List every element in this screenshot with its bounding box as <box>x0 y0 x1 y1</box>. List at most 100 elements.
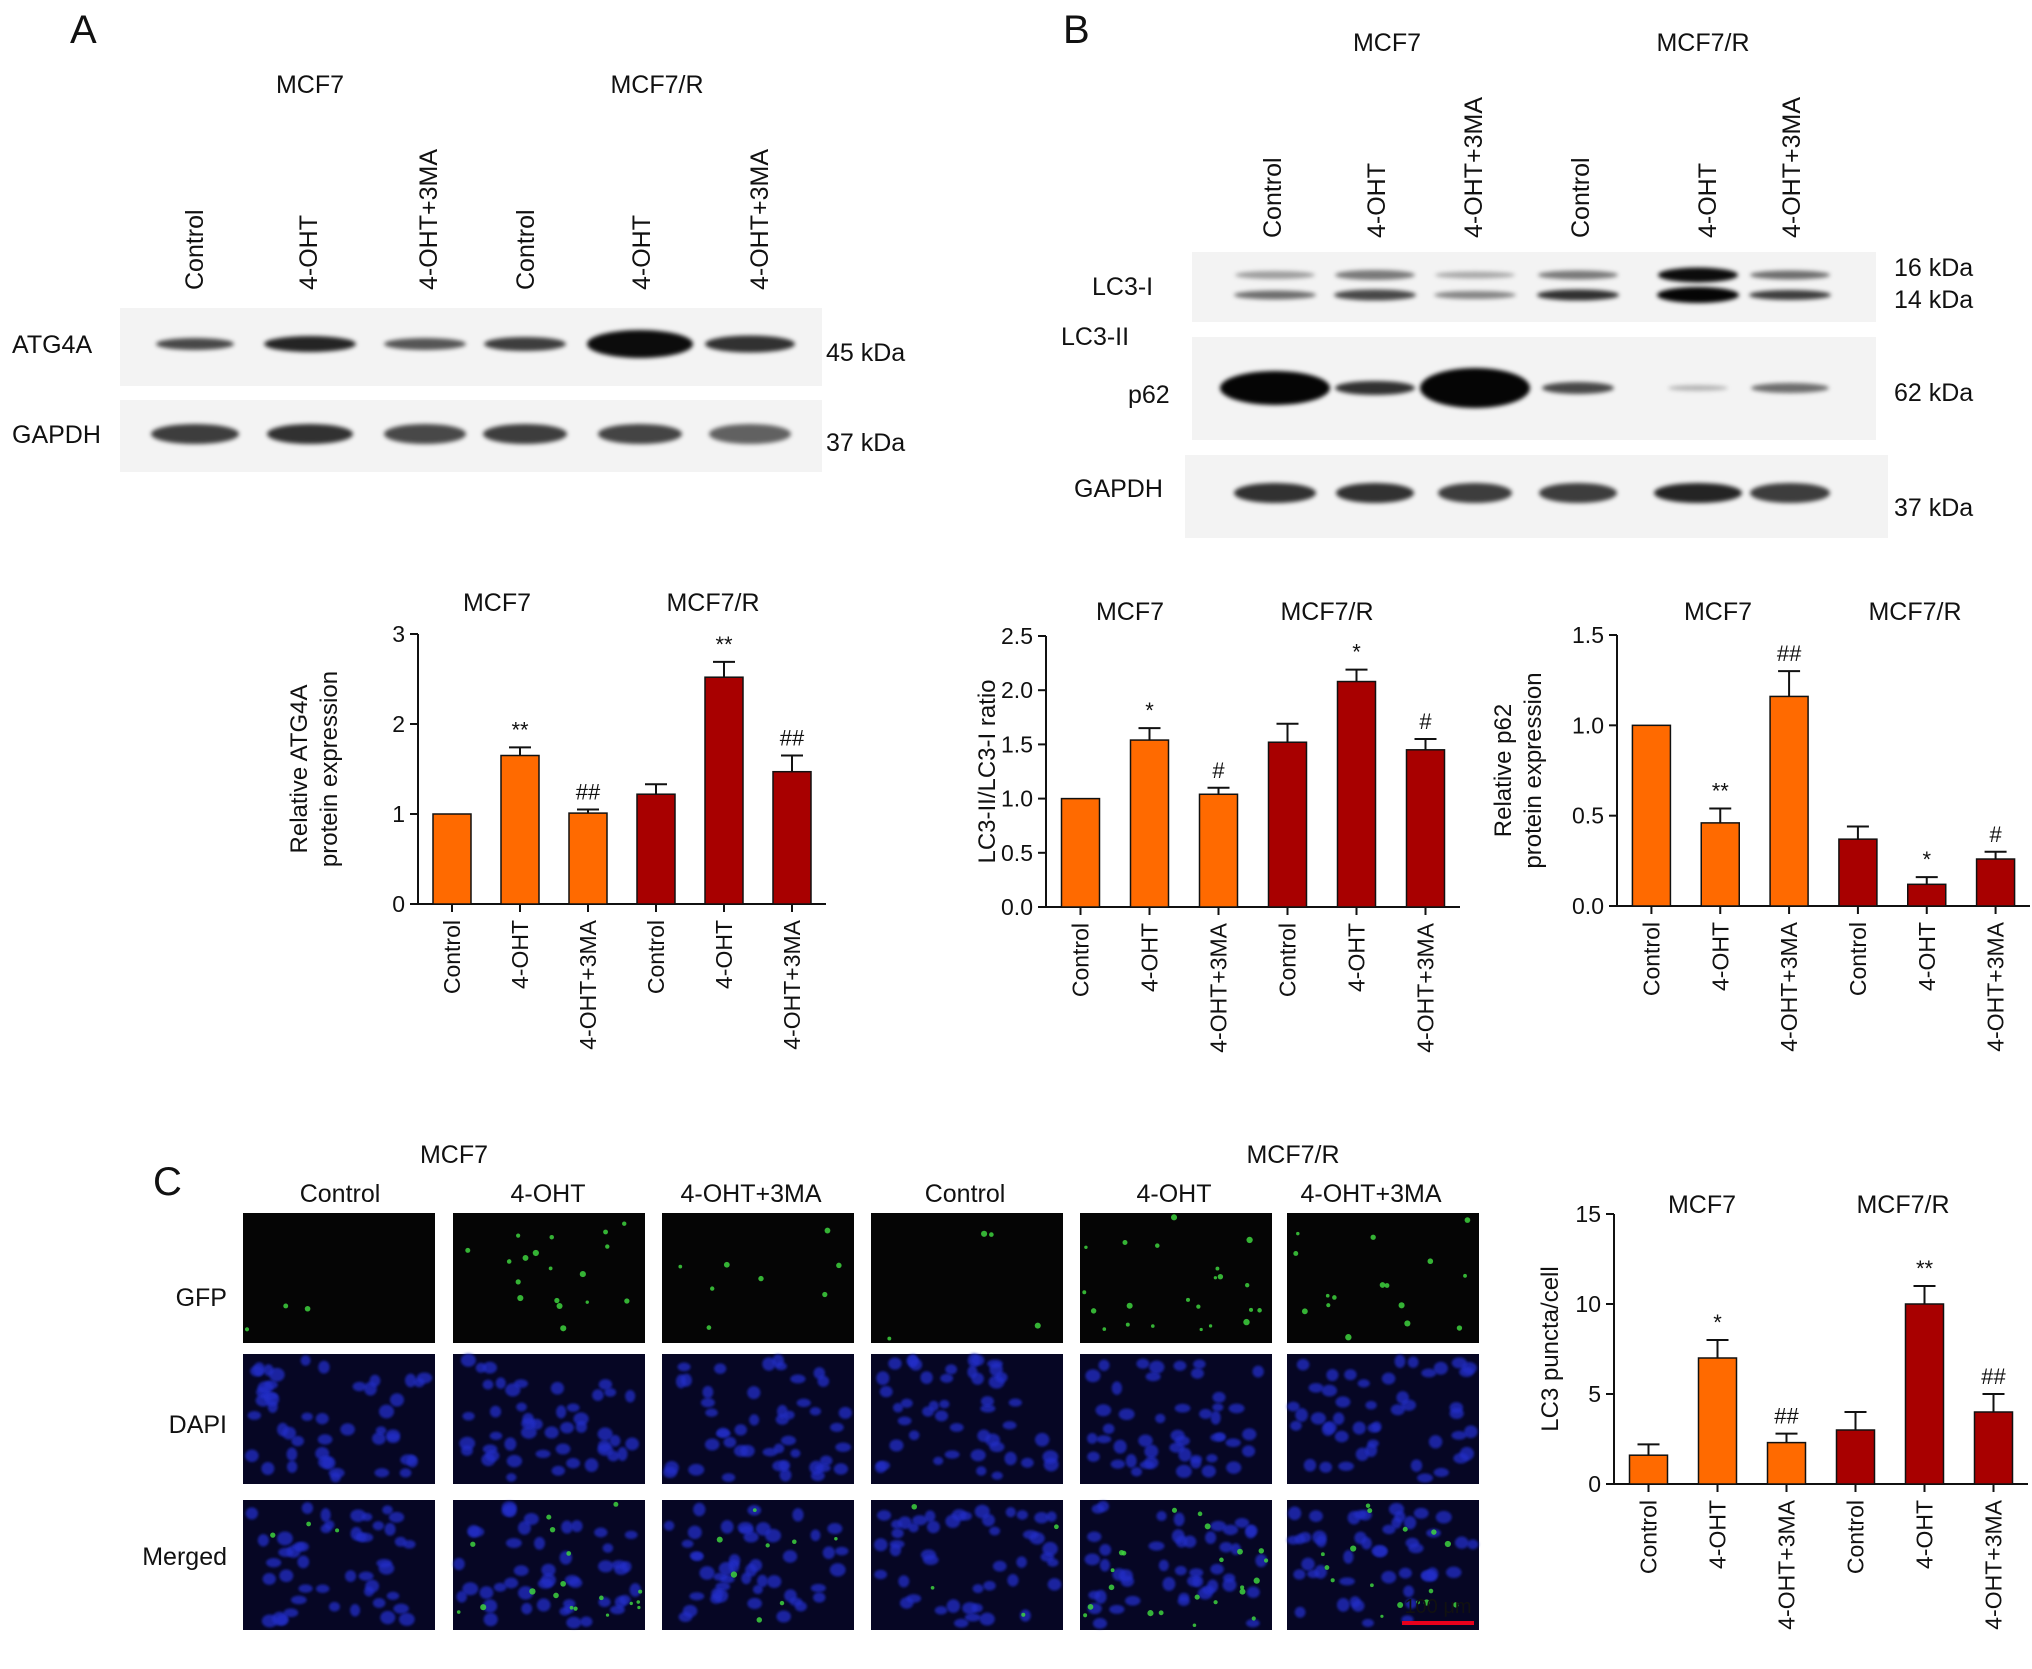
y-tick-label: 1.5 <box>1572 622 1604 648</box>
nucleus <box>796 1398 811 1408</box>
gfp-punctum <box>836 1262 842 1269</box>
nucleus <box>1034 1432 1050 1447</box>
nucleus <box>277 1531 293 1546</box>
nucleus <box>1004 1451 1017 1466</box>
nucleus <box>404 1373 417 1388</box>
nucleus <box>560 1421 574 1434</box>
gfp-punctum <box>1125 1322 1130 1327</box>
nucleus <box>1148 1541 1165 1551</box>
nucleus <box>375 1426 387 1435</box>
nucleus <box>1367 1439 1379 1448</box>
gfp-punctum <box>1365 1503 1371 1508</box>
nucleus <box>329 1601 340 1612</box>
nucleus <box>1335 1396 1351 1408</box>
gfp-punctum <box>1243 1318 1250 1326</box>
nucleus <box>970 1449 986 1462</box>
gfp-punctum <box>569 1605 574 1610</box>
nucleus <box>1294 1606 1306 1618</box>
bar <box>1904 1303 1945 1485</box>
nucleus <box>1242 1445 1256 1457</box>
nucleus <box>516 1402 527 1412</box>
group-label: MCF7 <box>1668 1191 1736 1219</box>
gfp-punctum <box>1108 1584 1115 1591</box>
nucleus <box>1339 1577 1355 1586</box>
nucleus <box>934 1410 949 1422</box>
nucleus <box>1405 1537 1420 1549</box>
nucleus <box>983 1580 996 1591</box>
gfp-punctum <box>678 1264 683 1269</box>
nucleus <box>1173 1360 1187 1371</box>
gfp-punctum <box>989 1232 994 1237</box>
nucleus <box>813 1592 826 1603</box>
lane-label: 4-OHT <box>1694 163 1722 238</box>
nucleus <box>747 1386 761 1400</box>
nucleus <box>609 1605 625 1615</box>
gfp-punctum <box>930 1585 935 1590</box>
nucleus <box>689 1551 703 1561</box>
gfp-punctum <box>1453 1602 1459 1608</box>
blot-band <box>1537 289 1619 301</box>
y-tick-label: 1.0 <box>1001 786 1033 812</box>
nucleus <box>1047 1578 1062 1591</box>
nucleus <box>1094 1589 1107 1604</box>
gfp-punctum <box>765 1543 770 1548</box>
y-tick-label: 1.5 <box>1001 731 1033 757</box>
gfp-punctum <box>556 1302 563 1309</box>
bar <box>1198 793 1239 908</box>
gfp-punctum <box>824 1227 831 1234</box>
nucleus <box>1085 1369 1101 1383</box>
nucleus <box>372 1521 384 1531</box>
x-tick-label: 4-OHT+3MA <box>1981 1499 2007 1629</box>
nucleus <box>1343 1550 1354 1564</box>
nucleus <box>906 1594 922 1603</box>
x-tick-label: Control <box>1845 922 1871 996</box>
significance-mark: ## <box>1777 641 1802 666</box>
nucleus <box>908 1430 920 1441</box>
nucleus <box>747 1597 762 1610</box>
nucleus <box>1175 1464 1192 1478</box>
group-label: MCF7/R <box>1280 598 1373 626</box>
nucleus <box>1407 1356 1419 1368</box>
nucleus <box>827 1523 843 1535</box>
nucleus <box>544 1426 559 1439</box>
blot-size-gapdh: 37 kDa <box>826 429 905 457</box>
nucleus <box>1087 1451 1100 1462</box>
gfp-punctum <box>1082 1290 1087 1295</box>
gfp-punctum <box>1248 1307 1254 1312</box>
nucleus <box>779 1460 791 1471</box>
gfp-punctum <box>1320 1552 1325 1557</box>
gfp-punctum <box>981 1230 988 1237</box>
nucleus <box>493 1582 507 1592</box>
nucleus <box>278 1547 294 1557</box>
nucleus <box>1190 1457 1202 1469</box>
gfp-punctum <box>470 1541 476 1547</box>
gfp-punctum <box>553 1592 559 1599</box>
nucleus <box>1225 1438 1241 1448</box>
nucleus <box>1454 1536 1469 1549</box>
nucleus <box>897 1416 912 1426</box>
gfp-punctum <box>1158 1610 1164 1616</box>
nucleus <box>358 1571 374 1581</box>
microscopy-image <box>243 1213 435 1343</box>
nucleus <box>909 1358 923 1371</box>
nucleus <box>482 1599 498 1613</box>
gfp-punctum <box>1034 1322 1041 1329</box>
bar <box>1697 1357 1738 1485</box>
nucleus <box>1222 1578 1237 1592</box>
gfp-punctum <box>1397 1601 1404 1608</box>
nucleus <box>888 1357 902 1370</box>
nucleus <box>1022 1530 1039 1540</box>
nucleus <box>482 1379 494 1390</box>
microscopy-image <box>871 1353 1063 1484</box>
nucleus <box>378 1562 395 1575</box>
nucleus <box>1362 1618 1374 1628</box>
microscopy-image <box>662 1500 854 1630</box>
nucleus <box>1390 1404 1405 1416</box>
nucleus <box>1187 1575 1201 1587</box>
nucleus <box>298 1584 313 1593</box>
significance-mark: * <box>1352 640 1361 665</box>
group-label: MCF7/R <box>1856 1191 1949 1219</box>
x-tick-label: 4-OHT <box>1137 923 1163 992</box>
nucleus <box>561 1520 573 1534</box>
nucleus <box>989 1362 1003 1377</box>
